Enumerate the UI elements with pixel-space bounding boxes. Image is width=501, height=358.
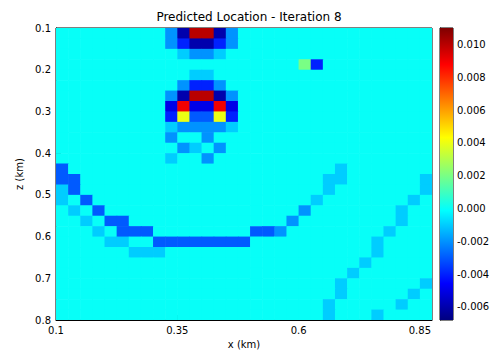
svg-text:0.8: 0.8 (35, 314, 51, 326)
svg-text:0.4: 0.4 (35, 148, 51, 159)
svg-text:0.35: 0.35 (166, 325, 188, 336)
svg-text:Predicted Location - Iteration: Predicted Location - Iteration 8 (156, 10, 341, 24)
svg-text:0.1: 0.1 (35, 23, 51, 34)
svg-text:0.1: 0.1 (48, 325, 64, 336)
svg-text:0.010: 0.010 (457, 39, 486, 50)
svg-text:0.004: 0.004 (457, 137, 486, 148)
svg-text:0.7: 0.7 (35, 273, 51, 284)
svg-text:0.3: 0.3 (35, 106, 51, 117)
svg-text:0.85: 0.85 (409, 325, 431, 336)
svg-text:z (km): z (km) (14, 158, 25, 190)
svg-text:0.000: 0.000 (457, 203, 486, 214)
svg-text:0.6: 0.6 (291, 325, 307, 336)
svg-text:-0.006: -0.006 (457, 301, 489, 312)
svg-text:0.008: 0.008 (457, 72, 486, 83)
svg-text:0.002: 0.002 (457, 170, 486, 181)
svg-text:0.6: 0.6 (35, 231, 51, 242)
svg-text:0.006: 0.006 (457, 105, 486, 116)
svg-text:x (km): x (km) (228, 339, 261, 350)
svg-text:0.5: 0.5 (35, 189, 51, 200)
svg-text:-0.004: -0.004 (457, 269, 489, 280)
svg-text:0.2: 0.2 (35, 64, 51, 75)
svg-text:-0.002: -0.002 (457, 236, 489, 247)
